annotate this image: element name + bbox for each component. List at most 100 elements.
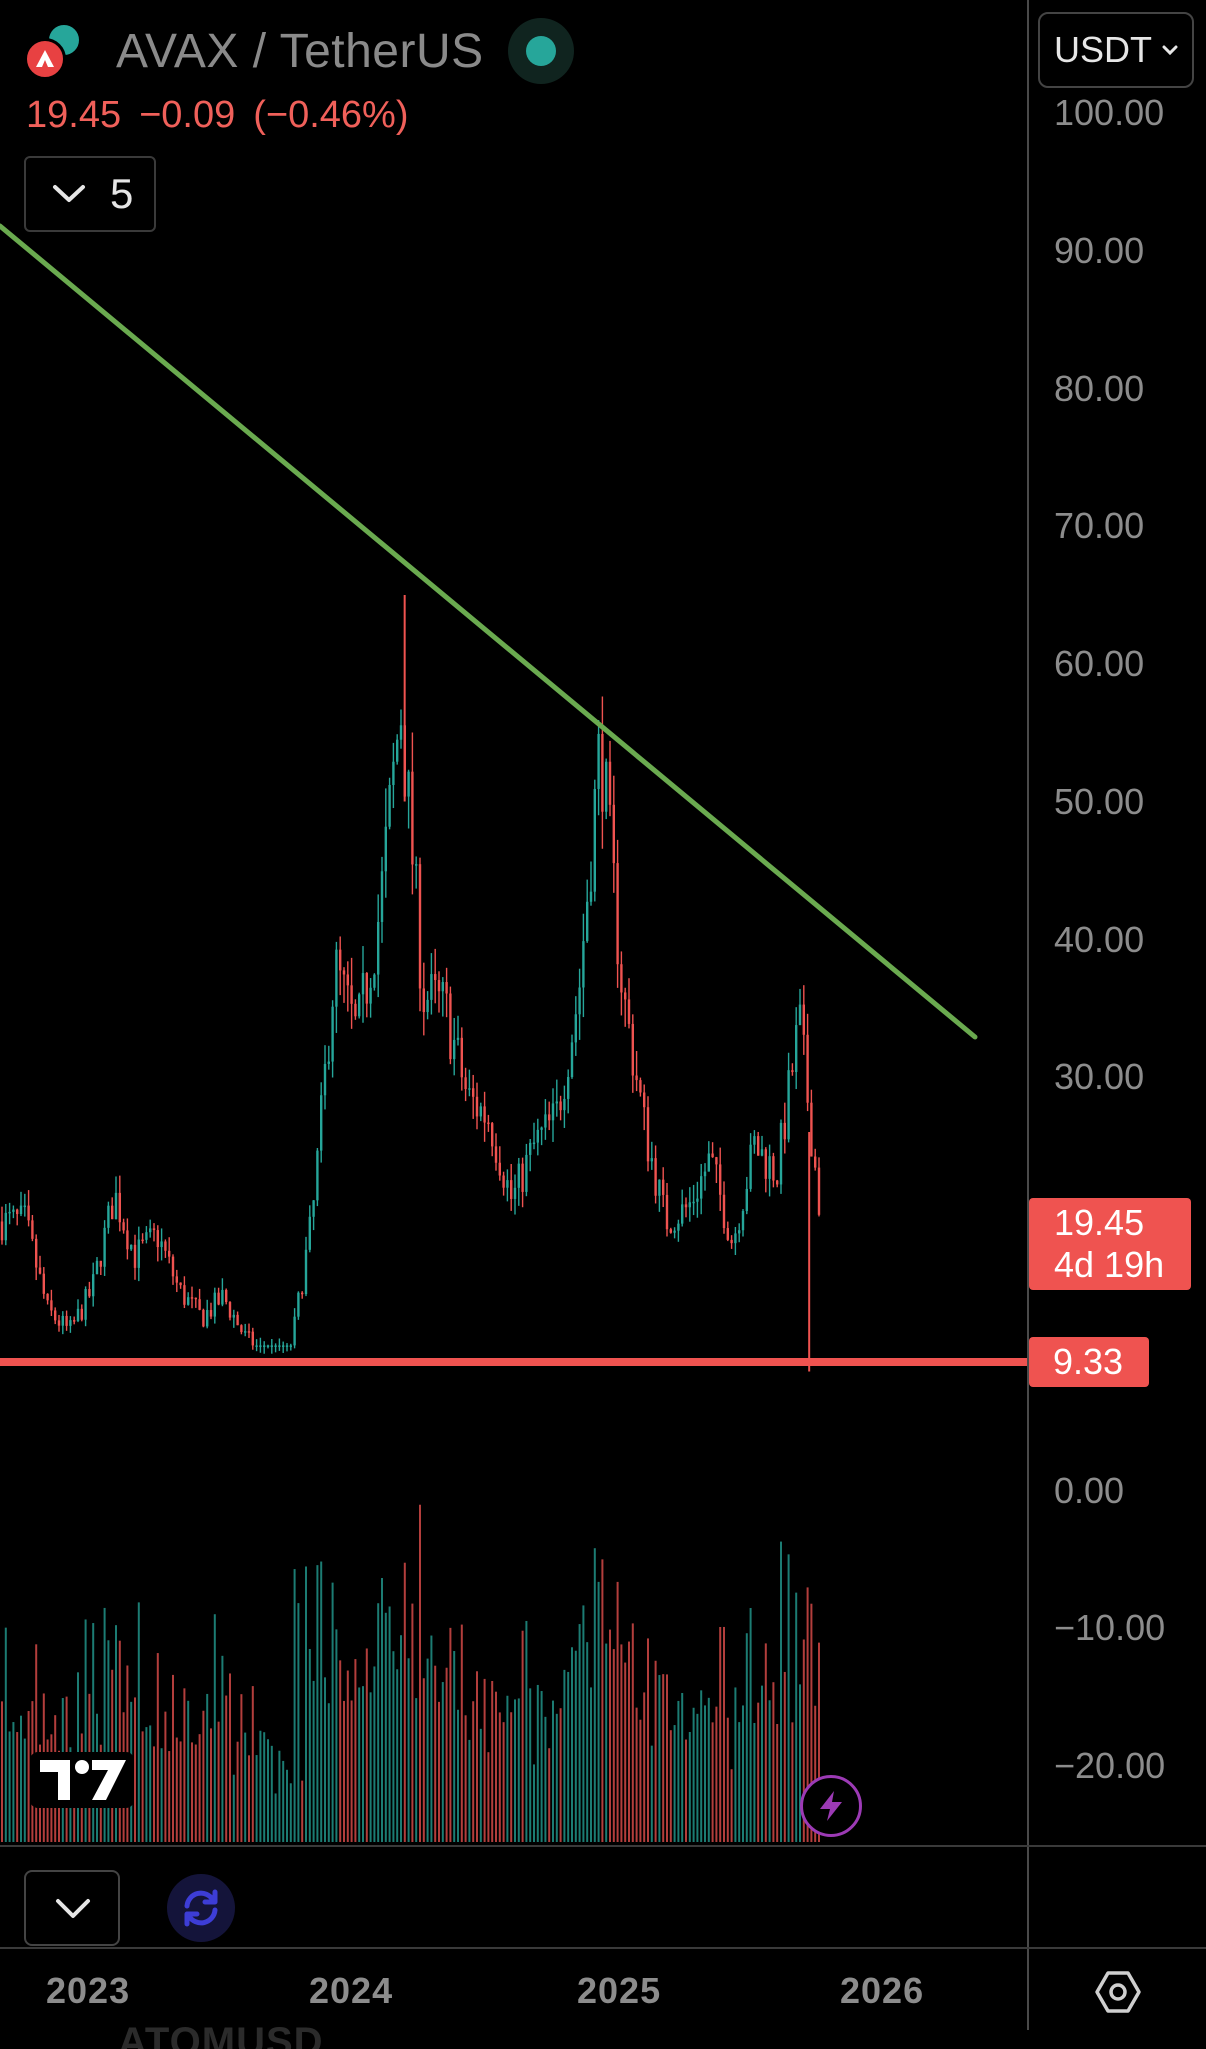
volume-bar [202,1710,205,1842]
volume-bar [559,1708,562,1842]
volume-bar [749,1608,752,1842]
sync-button[interactable] [167,1874,235,1942]
candle-body [570,1042,574,1078]
volume-bar [707,1697,710,1842]
candle-body [304,1249,308,1295]
candle-body [567,1077,570,1099]
candle-body [472,1088,475,1097]
candle-body [802,1004,805,1035]
candle-body [491,1123,494,1147]
volume-bar [609,1629,611,1842]
candle-body [0,1221,4,1241]
volume-bar [799,1684,801,1842]
candle-body [601,733,604,812]
candle-body [411,771,414,865]
volume-bar [354,1659,357,1842]
volume-bar [662,1674,665,1842]
candle-body [662,1179,665,1195]
candle-body [529,1142,532,1155]
candle-body [605,761,608,812]
volume-bar [274,1793,277,1842]
horizontal-line-badge[interactable]: 9.33 [1029,1337,1149,1387]
volume-bar [776,1723,779,1842]
currency-selector[interactable]: USDT [1038,12,1194,88]
volume-bar [529,1688,532,1842]
volume-bar [346,1670,349,1842]
volume-bar [293,1569,296,1842]
market-status-indicator[interactable] [507,18,574,84]
currency-label: USDT [1054,29,1152,70]
candle-body [563,1098,566,1111]
candle-body [707,1153,710,1172]
candle-body [506,1180,509,1188]
candle-body [616,863,619,965]
volume-bar [343,1700,345,1842]
volume-bar [593,1548,596,1842]
volume-bar [715,1706,718,1842]
volume-bar [384,1612,387,1842]
volume-bar [597,1581,600,1842]
chevron-down-icon [53,185,85,202]
volume-bar [278,1750,281,1842]
volume-bar [635,1707,638,1842]
tradingview-logo-icon[interactable] [30,1752,134,1808]
volume-bar [601,1559,604,1842]
volume-bar [692,1707,695,1842]
volume-bar [232,1774,235,1842]
candle-body [624,992,627,1000]
candle-body [741,1211,745,1231]
next-symbol-peek: ATOMUSD [118,2020,324,2049]
candle-body [316,1150,319,1201]
candle-body [278,1345,281,1347]
candle-body [16,1209,19,1215]
candle-body [335,949,338,1007]
volume-bar [730,1769,733,1842]
collapse-panel-button[interactable] [24,1870,120,1946]
volume-bar [422,1678,425,1842]
candle-body [684,1204,688,1208]
candle-body [430,974,433,1000]
lightning-bolt-button[interactable] [800,1775,862,1837]
price-axis-label: −10.00 [1054,1607,1166,1648]
candle-body [635,1075,638,1081]
volume-bar [757,1702,760,1842]
volume-bar [666,1674,668,1842]
candle-body [365,973,368,1004]
candle-body [673,1230,676,1233]
volume-bar [704,1705,706,1842]
volume-bar [168,1751,171,1842]
volume-bar [647,1638,649,1842]
candle-body [270,1345,273,1347]
volume-bar [145,1727,148,1842]
candle-body [445,982,448,994]
volume-bar [780,1541,782,1842]
volume-bar [540,1691,543,1842]
price-change: −0.09 [139,94,236,136]
candle-body [540,1127,543,1130]
candle-body [118,1192,121,1223]
candle-body [757,1136,760,1156]
volume-bar [396,1669,399,1842]
volume-bar [194,1744,197,1842]
interval-selector[interactable]: 5 [24,156,156,232]
candle-body [179,1282,182,1286]
candle-body [88,1289,91,1297]
volume-bar [248,1755,250,1842]
volume-bar [476,1671,478,1842]
candle-body [745,1188,748,1212]
settings-hexagon-icon[interactable] [1094,1968,1142,2016]
price-axis-label: 0.00 [1054,1470,1125,1511]
volume-bar [23,1738,26,1842]
candle-body [114,1192,118,1220]
candle-body [266,1345,270,1347]
volume-bar [795,1592,798,1842]
volume-bar [479,1728,482,1842]
volume-bar [677,1700,680,1842]
time-axis-label: 2025 [577,1970,662,2011]
volume-bar [586,1642,589,1842]
candle-body [494,1146,498,1163]
current-price-value: 19.45 [1054,1202,1145,1243]
symbol-header[interactable]: AVAX / TetherUS [24,18,574,84]
